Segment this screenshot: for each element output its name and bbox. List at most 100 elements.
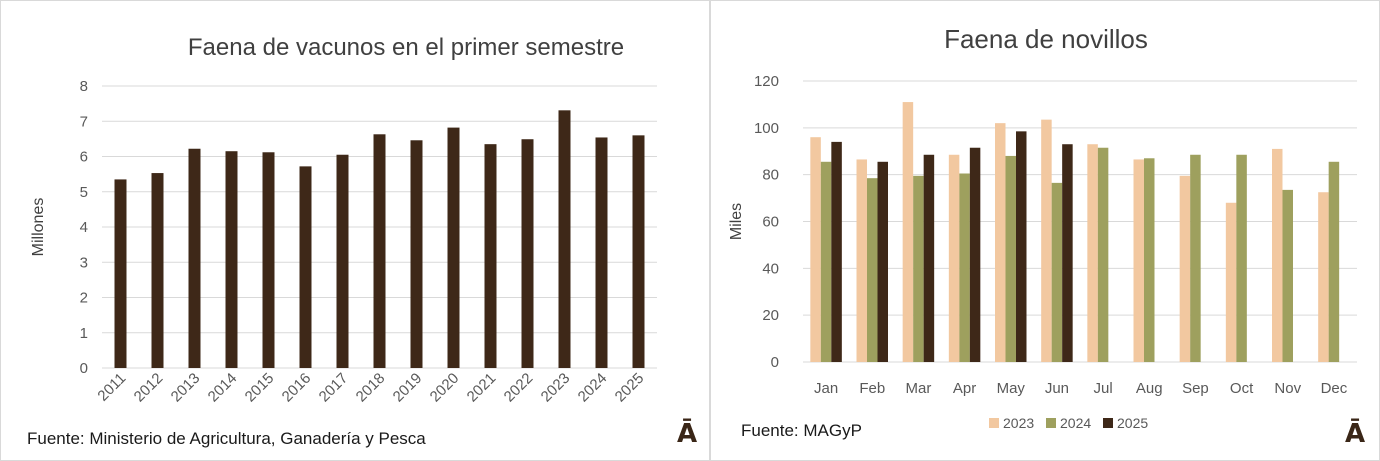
bar-2015: [262, 152, 275, 368]
legend-swatch-2025: [1103, 418, 1113, 428]
bar-Nov-2023: [1272, 148, 1283, 362]
right-x-tick-label: Jun: [1045, 380, 1069, 397]
bar-Nov-2024: [1282, 189, 1293, 362]
bar-Aug-2023: [1133, 159, 1144, 362]
left-x-tick-label: 2023: [538, 370, 574, 406]
bar-2013: [188, 148, 201, 368]
left-x-tick-label: 2011: [94, 370, 129, 405]
right-x-tick-label: Apr: [953, 380, 976, 397]
bar-Jul-2023: [1087, 144, 1098, 362]
bar-2019: [410, 140, 423, 368]
left-y-tick-label: 3: [80, 254, 88, 271]
right-y-tick-label: 60: [762, 214, 779, 231]
right-x-tick-label: Jul: [1093, 380, 1112, 397]
bar-Feb-2024: [867, 178, 878, 362]
left-y-axis-label: Millones: [30, 198, 47, 257]
bar-2022: [521, 139, 534, 368]
bar-Dec-2024: [1328, 161, 1340, 362]
bar-Jan-2023: [810, 137, 821, 362]
bar-May-2023: [995, 123, 1006, 363]
right-x-tick-label: Nov: [1274, 380, 1301, 397]
left-chart-title: Faena de vacunos en el primer semestre: [188, 34, 624, 61]
left-x-tick-label: 2016: [279, 370, 315, 406]
right-x-tick-label: Oct: [1230, 380, 1254, 397]
legend-label-2023: 2023: [1003, 415, 1034, 431]
bar-Jan-2025: [831, 141, 842, 362]
bar-Jun-2025: [1062, 144, 1073, 362]
right-x-tick-label: Sep: [1182, 380, 1209, 397]
left-y-tick-label: 0: [80, 360, 88, 377]
left-x-tick-label: 2019: [390, 370, 426, 406]
right-y-tick-label: 80: [762, 167, 779, 184]
bar-2023: [558, 110, 571, 368]
bar-Jun-2023: [1041, 119, 1052, 362]
right-chart-panel: Faena de novillos 0 20 40 60 80 100 120 Miles Jan…: [710, 0, 1380, 461]
bar-May-2025: [1016, 131, 1027, 362]
left-x-tick-label: 2021: [464, 370, 500, 406]
left-y-tick-label: 4: [80, 219, 88, 236]
bar-Oct-2023: [1225, 202, 1237, 362]
annual-slaughter-chart: Faena de vacunos en el primer semestre 0 1…: [30, 34, 657, 406]
monthly-steer-slaughter-chart: Faena de novillos 0 20 40 60 80 100 120 Miles Jan…: [728, 24, 1357, 431]
bar-Sep-2023: [1179, 175, 1191, 362]
right-source-text: Fuente: MAGyP: [741, 421, 862, 440]
bar-Jan-2024: [820, 161, 832, 362]
right-chart-title: Faena de novillos: [944, 24, 1148, 54]
left-y-tick-label: 7: [80, 113, 88, 130]
bar-2024: [595, 137, 608, 368]
bar-2025: [632, 135, 645, 368]
bar-Apr-2025: [969, 147, 981, 362]
bar-2012: [151, 173, 164, 368]
left-x-tick-label: 2025: [612, 370, 648, 406]
right-y-tick-label: 20: [762, 307, 779, 324]
legend-label-2025: 2025: [1117, 415, 1148, 431]
right-x-tick-label: Dec: [1321, 380, 1348, 397]
bar-Apr-2023: [948, 154, 960, 362]
bar-Aug-2024: [1144, 158, 1155, 362]
bar-Mar-2025: [923, 154, 935, 362]
left-x-tick-label: 2018: [353, 370, 389, 406]
bar-2016: [299, 166, 312, 368]
left-x-tick-label: 2020: [427, 370, 463, 406]
bar-2021: [484, 144, 497, 368]
bar-2018: [373, 134, 386, 368]
legend-swatch-2024: [1046, 418, 1056, 428]
right-y-tick-label: 100: [754, 120, 779, 137]
bar-Sep-2024: [1190, 154, 1201, 362]
bar-2017: [336, 154, 349, 368]
bar-Apr-2024: [959, 173, 970, 362]
legend-swatch-2023: [989, 418, 999, 428]
left-x-tick-label: 2024: [575, 370, 611, 406]
left-x-tick-label: 2017: [316, 370, 352, 406]
bar-Oct-2024: [1236, 154, 1247, 362]
left-source-text: Fuente: Ministerio de Agricultura, Ganad…: [27, 429, 426, 448]
right-x-tick-label: Mar: [905, 380, 931, 397]
left-x-tick-label: 2013: [168, 370, 204, 406]
left-x-tick-label: 2012: [131, 370, 167, 406]
left-y-tick-label: 1: [80, 325, 88, 342]
left-y-tick-label: 5: [80, 184, 88, 201]
right-x-tick-label: Aug: [1136, 380, 1163, 397]
right-x-tick-label: Jan: [814, 380, 838, 397]
right-y-tick-label: 40: [762, 260, 779, 277]
bar-Jun-2024: [1051, 182, 1063, 362]
left-x-tick-label: 2014: [205, 370, 241, 406]
right-y-tick-label: 0: [771, 354, 779, 371]
left-x-tick-label: 2022: [501, 370, 537, 406]
bar-2020: [447, 127, 460, 368]
right-y-axis-label: Miles: [728, 203, 745, 240]
bar-Dec-2023: [1318, 192, 1329, 362]
bar-Jul-2024: [1097, 147, 1109, 362]
left-y-tick-label: 8: [80, 78, 88, 95]
left-x-tick-label: 2015: [242, 370, 278, 406]
right-x-tick-label: Feb: [859, 380, 885, 397]
bar-2011: [114, 179, 127, 368]
right-y-tick-label: 120: [754, 73, 779, 90]
legend-label-2024: 2024: [1060, 415, 1091, 431]
right-x-tick-label: May: [997, 380, 1026, 397]
bar-Feb-2025: [877, 161, 888, 362]
left-logo: Ā: [677, 419, 698, 449]
bar-2014: [225, 151, 238, 368]
bar-Mar-2023: [902, 102, 914, 362]
left-y-tick-label: 2: [80, 290, 88, 307]
